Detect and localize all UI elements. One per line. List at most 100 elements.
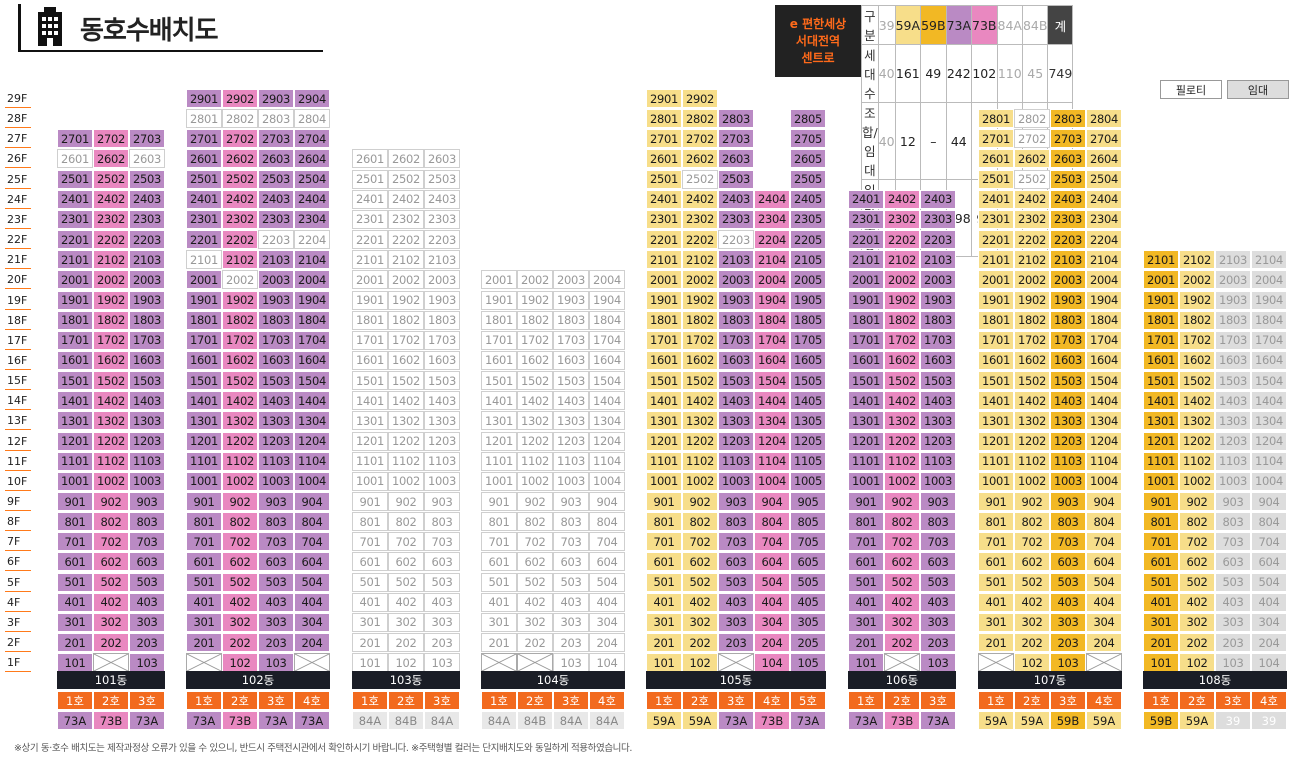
unit-cell: 1404 (754, 391, 790, 411)
unit-type-label: 59A (1014, 711, 1050, 730)
unit-cell: 2004 (294, 270, 330, 290)
unit-cell: 602 (1014, 552, 1050, 572)
floor-label: 5F (7, 575, 21, 589)
unit-cell: 1502 (884, 371, 920, 391)
unit-cell: 1901 (481, 290, 517, 310)
unit-cell: 1402 (682, 391, 718, 411)
unit-cell: 801 (57, 512, 93, 532)
unit-cell: 1302 (222, 411, 258, 431)
unit-cell: 2301 (646, 209, 682, 229)
brand-line: 서대전역 (795, 33, 841, 48)
unit-cell: 404 (294, 592, 330, 612)
unit-cell: 1603 (258, 350, 294, 370)
unit-type-label: 59A (1086, 711, 1122, 730)
pilotis-cell (481, 653, 517, 673)
unit-cell: 1101 (848, 451, 884, 471)
unit-cell: 1201 (57, 431, 93, 451)
unit-cell: 402 (682, 592, 718, 612)
unit-cell: 1901 (848, 290, 884, 310)
unit-cell: 1505 (790, 371, 826, 391)
floor-underline (5, 248, 31, 250)
floor-label: 28F (7, 112, 28, 126)
ho-label: 5호 (790, 691, 826, 710)
summary-cell: 49 (920, 44, 947, 103)
ho-label: 3호 (258, 691, 294, 710)
unit-cell: 1503 (920, 371, 956, 391)
unit-cell: 102 (388, 653, 424, 673)
unit-cell: 704 (589, 532, 625, 552)
unit-type-label: 73B (93, 711, 129, 730)
unit-cell: 1703 (553, 330, 589, 350)
unit-cell: 1003 (920, 471, 956, 491)
unit-cell: 1801 (186, 310, 222, 330)
unit-type-label: 73A (920, 711, 956, 730)
unit-cell: 2501 (186, 169, 222, 189)
unit-cell: 701 (352, 532, 388, 552)
unit-cell: 603 (424, 552, 460, 572)
floor-underline (5, 429, 31, 431)
unit-cell: 1504 (589, 371, 625, 391)
unit-cell: 1603 (1050, 350, 1086, 370)
unit-cell: 1202 (1014, 431, 1050, 451)
unit-cell: 503 (424, 572, 460, 592)
unit-cell: 1501 (978, 371, 1014, 391)
unit-cell: 2803 (718, 109, 754, 129)
unit-cell: 2004 (1251, 270, 1287, 290)
unit-cell: 1003 (553, 471, 589, 491)
floor-underline (5, 550, 31, 552)
unit-cell: 604 (1251, 552, 1287, 572)
unit-cell: 2501 (352, 169, 388, 189)
ho-label: 1호 (848, 691, 884, 710)
unit-cell: 2803 (1050, 109, 1086, 129)
unit-cell: 2403 (129, 189, 165, 209)
unit-cell: 1204 (589, 431, 625, 451)
unit-cell: 2401 (57, 189, 93, 209)
unit-cell: 202 (93, 633, 129, 653)
unit-cell: 2202 (93, 230, 129, 250)
summary-cell: 161 (894, 44, 922, 103)
unit-cell: 1705 (790, 330, 826, 350)
unit-cell: 302 (222, 612, 258, 632)
unit-cell: 1202 (388, 431, 424, 451)
unit-cell: 902 (1014, 492, 1050, 511)
unit-cell: 502 (1014, 572, 1050, 592)
unit-cell: 1603 (553, 350, 589, 370)
unit-cell: 301 (978, 612, 1014, 632)
unit-cell: 2603 (129, 149, 165, 169)
unit-cell: 1701 (57, 330, 93, 350)
unit-cell: 1804 (754, 310, 790, 330)
brand-line: e 편한세상 (789, 16, 847, 31)
ho-label: 2호 (682, 691, 718, 710)
unit-cell: 1901 (646, 290, 682, 310)
unit-cell: 503 (920, 572, 956, 592)
floor-underline (5, 510, 31, 511)
unit-cell: 1601 (646, 350, 682, 370)
unit-cell: 2304 (294, 209, 330, 229)
footnote: ※상기 동·호수 배치도는 제작과정상 오류가 있을 수 있으니, 반드시 주택… (14, 743, 632, 754)
unit-cell: 2701 (186, 129, 222, 149)
unit-cell: 1004 (294, 471, 330, 491)
unit-cell: 1002 (388, 471, 424, 491)
floor-label: 10F (7, 474, 28, 488)
unit-type-label: 84A (352, 711, 388, 730)
ho-label: 3호 (718, 691, 754, 710)
unit-cell: 101 (352, 653, 388, 673)
unit-cell: 1703 (258, 330, 294, 350)
unit-cell: 1105 (790, 451, 826, 471)
unit-type-label: 59A (1179, 711, 1215, 730)
unit-cell: 1001 (57, 471, 93, 491)
summary-header-cell: 계 (1047, 5, 1074, 45)
unit-cell: 701 (848, 532, 884, 552)
unit-cell: 2102 (1014, 250, 1050, 270)
unit-cell: 504 (294, 572, 330, 592)
unit-cell: 2204 (1086, 230, 1122, 250)
unit-cell: 203 (718, 633, 754, 653)
unit-cell: 1704 (589, 330, 625, 350)
unit-cell: 502 (517, 572, 553, 592)
unit-cell: 2601 (646, 149, 682, 169)
unit-cell: 1001 (186, 471, 222, 491)
unit-cell: 1003 (129, 471, 165, 491)
unit-cell: 1104 (589, 451, 625, 471)
unit-cell: 901 (352, 492, 388, 511)
unit-cell: 2002 (517, 270, 553, 290)
